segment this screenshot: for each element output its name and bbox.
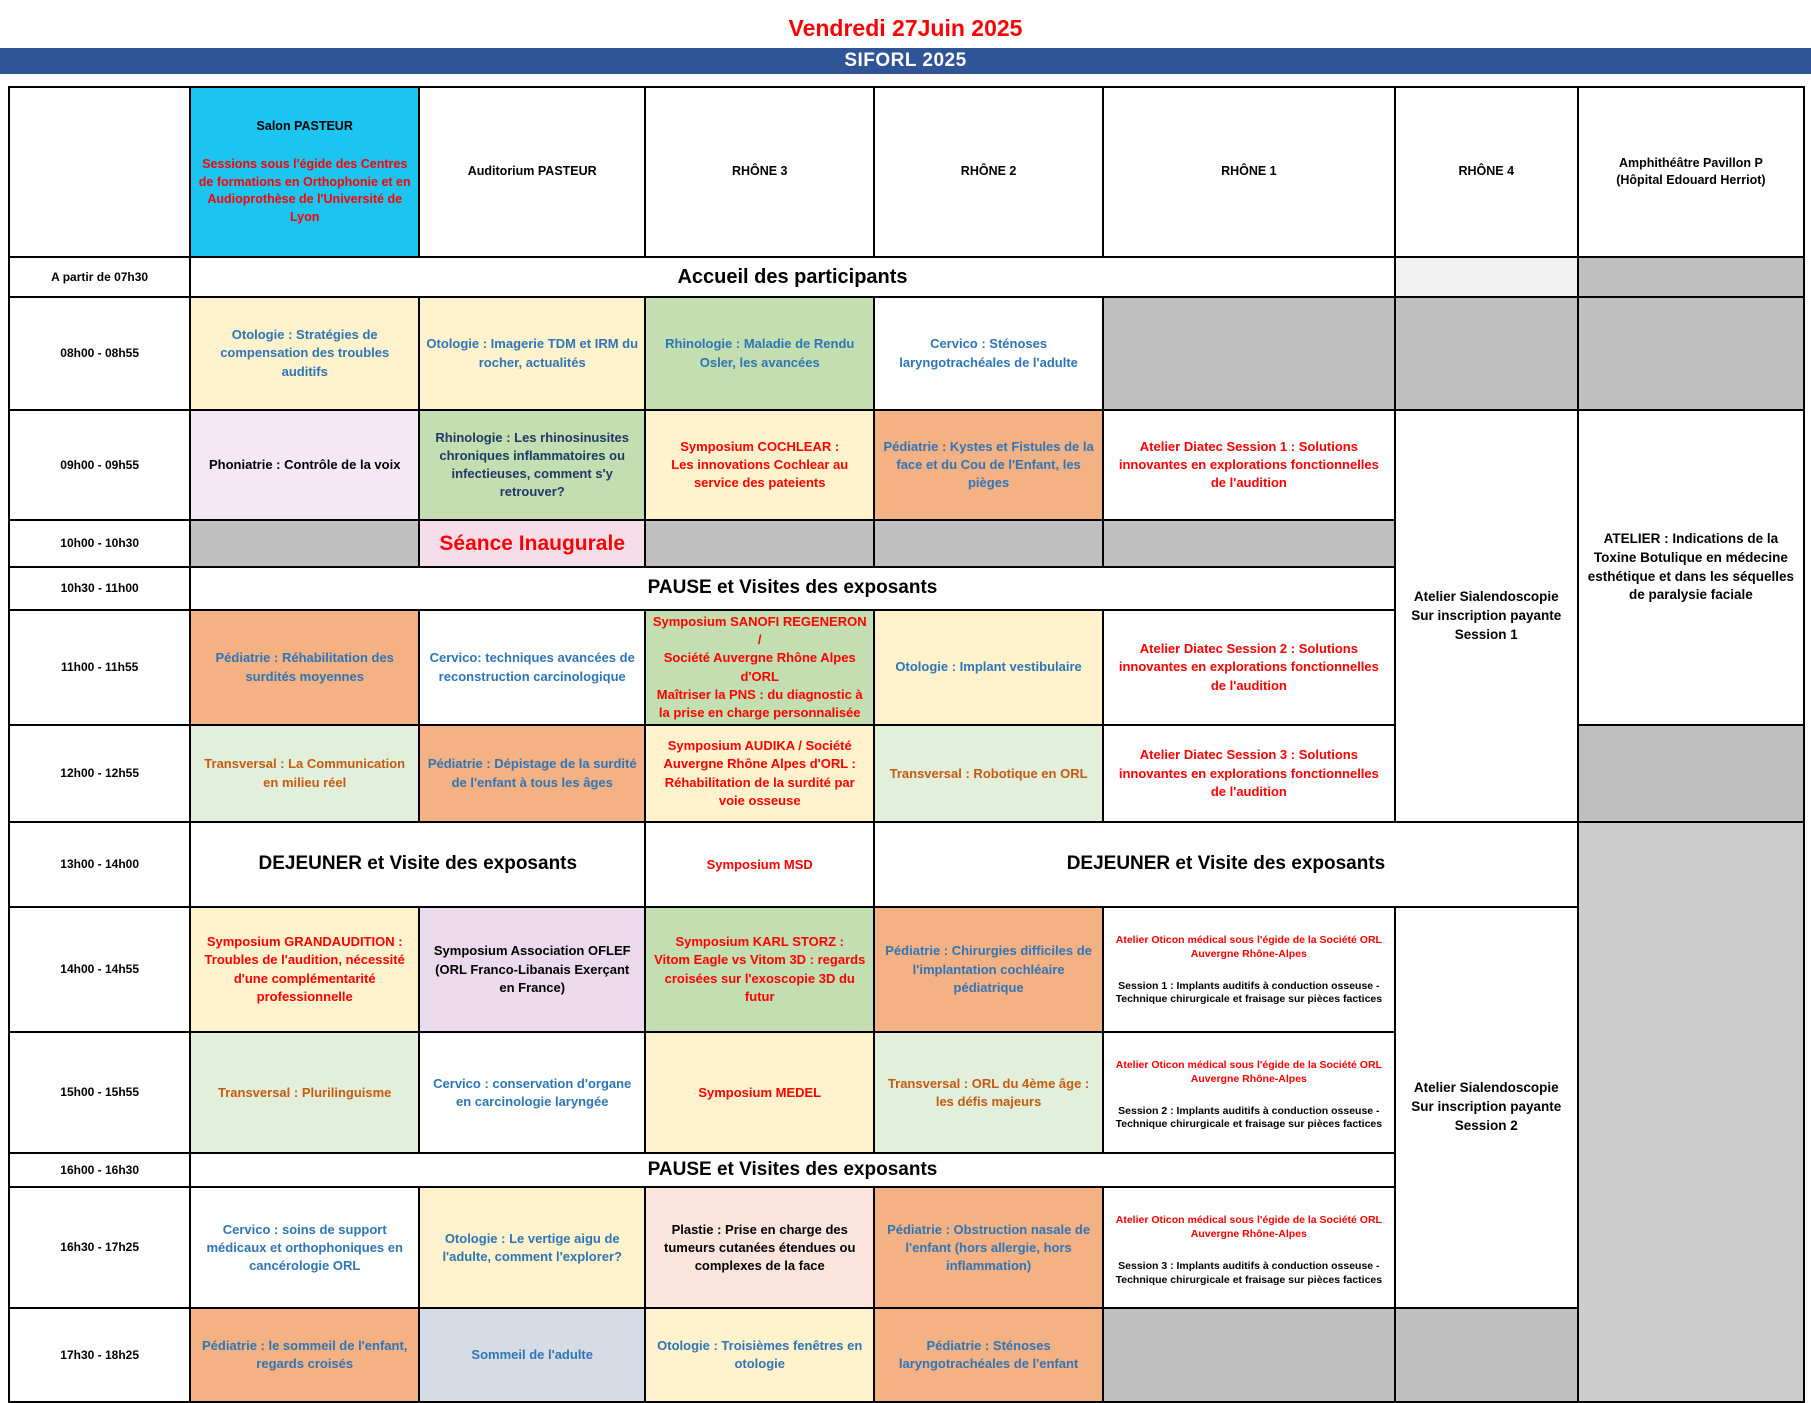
- cell-dejeuner-left: DEJEUNER et Visite des exposants: [189, 821, 647, 909]
- cell-0800-rhone2: Cervico : Sténoses laryngotrachéales de …: [873, 296, 1105, 411]
- cell-1000-rhone1-empty: [1102, 519, 1396, 568]
- cell-1730-rhone1-empty: [1102, 1307, 1396, 1403]
- cell-pause-afternoon: PAUSE et Visites des exposants: [189, 1152, 1396, 1189]
- col-header-rhone4: RHÔNE 4: [1393, 86, 1579, 258]
- cell-0900-rhone3: Symposium COCHLEAR : Les innovations Coc…: [644, 409, 876, 521]
- oticon-session1-title: Atelier Oticon médical sous l'égide de l…: [1115, 934, 1382, 960]
- cell-1100-rhone1: Atelier Diatec Session 2 : Solutions inn…: [1102, 608, 1396, 727]
- cell-0800-salon: Otologie : Stratégies de compensation de…: [189, 296, 421, 411]
- cell-1500-rhone3: Symposium MEDEL: [644, 1031, 876, 1155]
- time-1500: 15h00 - 15h55: [7, 1031, 192, 1155]
- cell-1630-rhone3: Plastie : Prise en charge des tumeurs cu…: [644, 1186, 876, 1310]
- cell-sialendoscopie-session2: Atelier Sialendoscopie Sur inscription p…: [1393, 906, 1579, 1310]
- cell-1630-auditorium: Otologie : Le vertige aigu de l'adulte, …: [418, 1186, 647, 1310]
- salon-pasteur-subtitle: Sessions sous l'égide des Centres de for…: [198, 157, 411, 224]
- cell-oticon-session1: Atelier Oticon médical sous l'égide de l…: [1102, 906, 1396, 1034]
- cell-pause-morning: PAUSE et Visites des exposants: [189, 566, 1396, 611]
- cell-oticon-session2: Atelier Oticon médical sous l'égide de l…: [1102, 1031, 1396, 1155]
- cell-1730-salon: Pédiatrie : le sommeil de l'enfant, rega…: [189, 1307, 421, 1403]
- time-1600: 16h00 - 16h30: [7, 1152, 192, 1189]
- col-header-amphitheatre: Amphithéâtre Pavillon P (Hôpital Edouard…: [1576, 86, 1806, 258]
- cell-1200-amphi-empty: [1576, 724, 1806, 824]
- salon-pasteur-label: Salon PASTEUR: [256, 118, 353, 133]
- oticon-session1-body: Session 1 : Implants auditifs à conducti…: [1115, 979, 1383, 1006]
- cell-1730-rhone4-empty: [1393, 1307, 1579, 1403]
- col-header-rhone3: RHÔNE 3: [644, 86, 876, 258]
- cell-1200-salon: Transversal : La Communication en milieu…: [189, 724, 421, 824]
- cell-1100-rhone2: Otologie : Implant vestibulaire: [873, 608, 1105, 727]
- cell-1000-rhone2-empty: [873, 519, 1105, 568]
- page-title: Vendredi 27Juin 2025: [788, 15, 1023, 41]
- cell-1500-rhone2: Transversal : ORL du 4ème âge : les défi…: [873, 1031, 1105, 1155]
- cell-0900-salon: Phoniatrie : Contrôle de la voix: [189, 409, 421, 521]
- cell-1000-rhone3-empty: [644, 519, 876, 568]
- cell-1200-rhone2: Transversal : Robotique en ORL: [873, 724, 1105, 824]
- cell-0730-amphi-empty: [1576, 256, 1806, 298]
- cell-1400-auditorium: Symposium Association OFLEF (ORL Franco-…: [418, 906, 647, 1034]
- cell-0800-rhone3: Rhinologie : Maladie de Rendu Osler, les…: [644, 296, 876, 411]
- cell-0800-rhone4-empty: [1393, 296, 1579, 411]
- cell-0800-auditorium: Otologie : Imagerie TDM et IRM du rocher…: [418, 296, 647, 411]
- time-1730: 17h30 - 18h25: [7, 1307, 192, 1403]
- cell-1500-salon: Transversal : Plurilinguisme: [189, 1031, 421, 1155]
- cell-accueil: Accueil des participants: [189, 256, 1396, 298]
- cell-oticon-session3: Atelier Oticon médical sous l'égide de l…: [1102, 1186, 1396, 1310]
- cell-0900-rhone1: Atelier Diatec Session 1 : Solutions inn…: [1102, 409, 1396, 521]
- cell-atelier-toxine: ATELIER : Indications de la Toxine Botul…: [1576, 408, 1806, 727]
- time-0730: A partir de 07h30: [7, 256, 192, 298]
- time-1400: 14h00 - 14h55: [7, 906, 192, 1034]
- cell-1500-auditorium: Cervico : conservation d'organe en carci…: [418, 1031, 647, 1155]
- time-1030: 10h30 - 11h00: [7, 566, 192, 611]
- time-1000: 10h00 - 10h30: [7, 519, 192, 568]
- cell-1000-salon-empty: [189, 519, 421, 568]
- cell-0800-amphi-empty: [1576, 296, 1806, 411]
- cell-seance-inaugurale: Séance Inaugurale: [418, 519, 647, 568]
- col-header-rhone1: RHÔNE 1: [1102, 86, 1396, 258]
- cell-symposium-msd: Symposium MSD: [644, 821, 876, 909]
- cell-1200-rhone1: Atelier Diatec Session 3 : Solutions inn…: [1102, 724, 1396, 824]
- time-1630: 16h30 - 17h25: [7, 1186, 192, 1310]
- cell-1200-auditorium: Pédiatrie : Dépistage de la surdité de l…: [418, 724, 647, 824]
- cell-1100-salon: Pédiatrie : Réhabilitation des surdités …: [189, 608, 421, 727]
- cell-1630-salon: Cervico : soins de support médicaux et o…: [189, 1186, 421, 1310]
- cell-dejeuner-right: DEJEUNER et Visite des exposants: [873, 821, 1579, 909]
- time-0900: 09h00 - 09h55: [7, 409, 192, 521]
- time-1100: 11h00 - 11h55: [7, 608, 192, 727]
- time-0800: 08h00 - 08h55: [7, 296, 192, 411]
- cell-0800-rhone1-empty: [1102, 296, 1396, 411]
- cell-amphi-afternoon-empty: [1576, 821, 1806, 1403]
- cell-1400-rhone3: Symposium KARL STORZ : Vitom Eagle vs Vi…: [644, 906, 876, 1034]
- cell-0900-rhone2: Pédiatrie : Kystes et Fistules de la fac…: [873, 409, 1105, 521]
- oticon-session2-title: Atelier Oticon médical sous l'égide de l…: [1115, 1059, 1382, 1085]
- banner-label: SIFORL 2025: [844, 50, 967, 71]
- cell-1400-salon: Symposium GRANDAUDITION : Troubles de l'…: [189, 906, 421, 1034]
- banner: SIFORL 2025: [0, 48, 1811, 74]
- oticon-session2-body: Session 2 : Implants auditifs à conducti…: [1115, 1104, 1383, 1131]
- cell-1100-auditorium: Cervico: techniques avancées de reconstr…: [418, 608, 647, 727]
- cell-1400-rhone2: Pédiatrie : Chirurgies difficiles de l'i…: [873, 906, 1105, 1034]
- cell-1200-rhone3: Symposium AUDIKA / Société Auvergne Rhôn…: [644, 724, 876, 824]
- oticon-session3-body: Session 3 : Implants auditifs à conducti…: [1115, 1259, 1383, 1286]
- cell-0730-rhone4-empty: [1393, 256, 1579, 298]
- time-1300: 13h00 - 14h00: [7, 821, 192, 909]
- cell-0900-auditorium: Rhinologie : Les rhinosinusites chroniqu…: [418, 409, 647, 521]
- cell-1100-rhone3: Symposium SANOFI REGENERON / Société Auv…: [644, 608, 876, 727]
- cell-1730-rhone2: Pédiatrie : Sténoses laryngotrachéales d…: [873, 1307, 1105, 1403]
- schedule-table: Salon PASTEUR Sessions sous l'égide des …: [7, 86, 1806, 1403]
- col-header-rhone2: RHÔNE 2: [873, 86, 1105, 258]
- time-1200: 12h00 - 12h55: [7, 724, 192, 824]
- cell-sialendoscopie-session1: Atelier Sialendoscopie Sur inscription p…: [1393, 408, 1579, 824]
- col-header-auditorium-pasteur: Auditorium PASTEUR: [418, 86, 647, 258]
- corner-cell: [7, 86, 192, 258]
- cell-1730-auditorium: Sommeil de l'adulte: [418, 1307, 647, 1403]
- cell-1730-rhone3: Otologie : Troisièmes fenêtres en otolog…: [644, 1307, 876, 1403]
- cell-1630-rhone2: Pédiatrie : Obstruction nasale de l'enfa…: [873, 1186, 1105, 1310]
- col-header-salon-pasteur: Salon PASTEUR Sessions sous l'égide des …: [189, 86, 421, 258]
- oticon-session3-title: Atelier Oticon médical sous l'égide de l…: [1115, 1214, 1382, 1241]
